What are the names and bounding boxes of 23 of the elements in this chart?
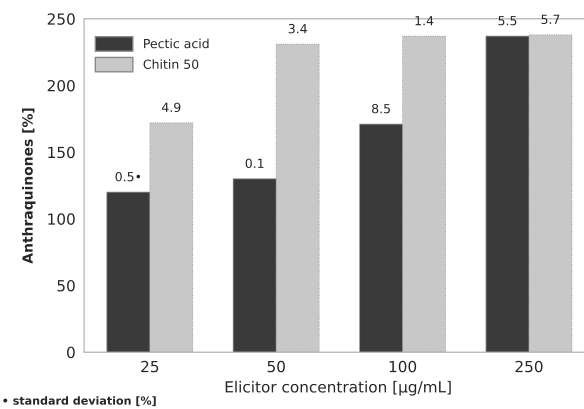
annotation: 0.5• [116, 172, 140, 182]
text: • standard deviation [%] [3, 396, 156, 406]
y-tick-label: 250 [48, 13, 75, 25]
y-tick-label: 100 [48, 213, 75, 225]
annotation: 0.1 [246, 158, 264, 168]
x-tick-label: 250 [516, 360, 543, 372]
annotation: 5.7 [541, 14, 560, 24]
legend-label: Chitin 50 [144, 59, 198, 69]
x-tick-label: 50 [268, 360, 285, 372]
annotation: 8.5 [372, 104, 390, 114]
y-axis-title: Anthraquinones [%] [22, 108, 36, 264]
y-tick-label: 50 [58, 280, 75, 292]
annotation: 1.4 [416, 16, 434, 26]
y-tick-label: 150 [48, 146, 75, 158]
x-tick-label: 100 [390, 360, 416, 372]
legend-label: Pectic acid [144, 38, 209, 48]
x-tick-label: 25 [141, 360, 158, 372]
annotation: 4.9 [162, 102, 180, 112]
x-axis-title: Elicitor concentration [µg/mL] [226, 380, 451, 396]
y-tick-label: 0 [67, 346, 75, 358]
annotation: 5.5 [498, 16, 516, 26]
y-tick-label: 200 [48, 80, 75, 92]
annotation: 3.4 [288, 24, 307, 34]
